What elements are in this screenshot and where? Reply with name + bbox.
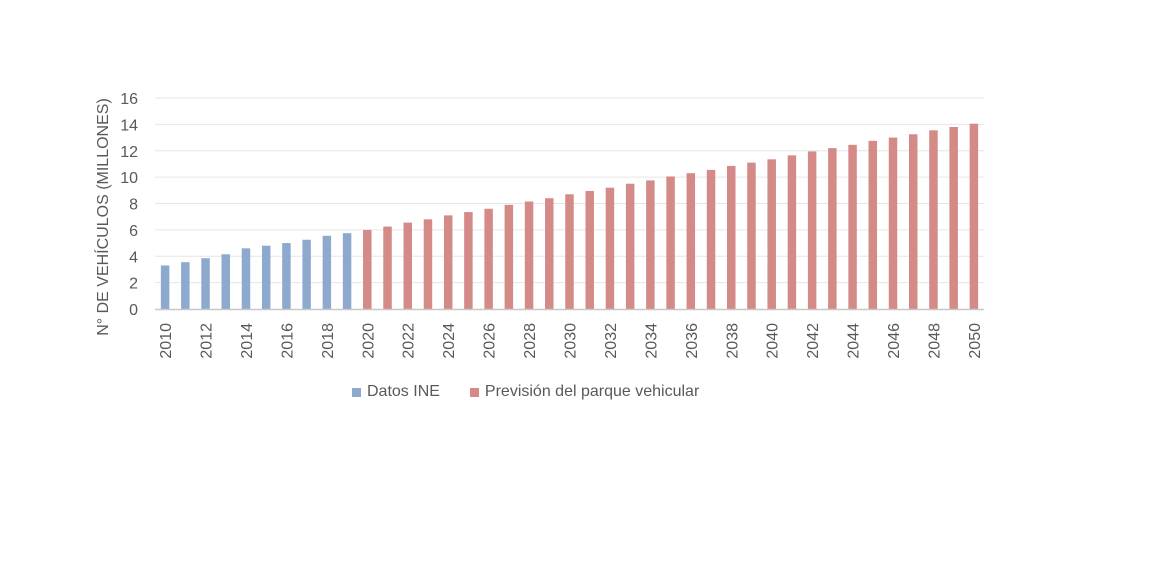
bar-2030	[565, 194, 574, 309]
bar-2033	[625, 183, 635, 309]
y-tick-label: 4	[129, 249, 138, 266]
x-tick-label: 2048	[926, 323, 943, 359]
bar-2043	[828, 148, 837, 309]
x-tick-label: 2012	[199, 323, 216, 359]
bar-2035	[666, 176, 675, 309]
y-tick-label: 6	[129, 223, 138, 240]
legend: Datos INE Previsión del parque vehicular	[352, 383, 729, 401]
x-tick-label: 2038	[724, 323, 741, 359]
bars	[160, 123, 979, 309]
y-tick-label: 16	[120, 91, 138, 108]
bar-2015	[261, 245, 271, 309]
bar-2048	[929, 130, 938, 309]
bar-2028	[524, 201, 534, 309]
y-tick-label: 0	[129, 302, 138, 319]
bar-2029	[545, 198, 554, 309]
x-tick-label: 2050	[967, 323, 984, 359]
y-axis-title: N° DE VEHÍCULOS (MILLONES)	[93, 98, 112, 336]
x-tick-label: 2042	[805, 323, 822, 359]
legend-swatch-prevision	[469, 387, 479, 397]
x-tick-label: 2028	[522, 323, 539, 359]
bar-2031	[585, 190, 594, 309]
y-tick-label: 14	[120, 117, 138, 134]
y-tick-label: 12	[120, 144, 138, 161]
bar-2045	[868, 140, 878, 309]
bar-2020	[363, 229, 372, 309]
x-tick-label: 2034	[643, 323, 660, 359]
x-tick-label: 2014	[239, 323, 256, 359]
bar-2044	[848, 144, 857, 309]
legend-item-prevision: Previsión del parque vehicular	[469, 383, 700, 401]
y-tick-label: 10	[120, 170, 138, 187]
bar-2026	[484, 208, 493, 309]
bar-2018	[322, 235, 332, 309]
bar-2014	[241, 248, 251, 309]
x-tick-label: 2044	[846, 323, 863, 359]
bar-2041	[787, 155, 797, 309]
bar-2040	[767, 159, 776, 309]
bar-2036	[686, 173, 696, 309]
bar-2010	[160, 265, 170, 309]
bar-2047	[908, 134, 918, 309]
bar-2032	[605, 187, 615, 309]
bar-2042	[807, 151, 817, 309]
x-tick-label: 2022	[401, 323, 418, 359]
bar-2013	[221, 254, 231, 309]
x-tick-label: 2016	[279, 323, 296, 359]
y-tick-label: 2	[129, 276, 138, 293]
bar-2039	[747, 162, 756, 309]
x-tick-label: 2018	[320, 323, 337, 359]
bar-2050	[969, 123, 979, 309]
x-tick-label: 2040	[765, 323, 782, 359]
y-tick-label: 8	[129, 197, 138, 214]
bar-2025	[464, 212, 473, 309]
bar-2017	[302, 239, 311, 309]
bar-2037	[706, 169, 716, 309]
bar-2012	[201, 258, 210, 309]
x-tick-label: 2026	[482, 323, 499, 359]
bar-2046	[888, 137, 898, 309]
legend-label-prevision: Previsión del parque vehicular	[484, 383, 700, 400]
legend-label-datos-ine: Datos INE	[367, 383, 440, 400]
bar-2023	[423, 219, 433, 309]
x-tick-label: 2032	[603, 323, 620, 359]
legend-swatch-datos-ine	[352, 387, 361, 397]
bar-2034	[646, 180, 655, 309]
bar-2019	[342, 233, 352, 309]
bar-2024	[443, 215, 453, 309]
bar-2049	[949, 127, 958, 309]
bar-2021	[383, 226, 392, 309]
bar-2038	[727, 165, 736, 309]
x-tick-label: 2046	[886, 323, 903, 359]
x-tick-label: 2030	[563, 323, 580, 359]
bar-2027	[504, 204, 514, 309]
x-tick-label: 2024	[441, 323, 458, 359]
bar-2011	[181, 262, 190, 309]
x-tick-label: 2036	[684, 323, 701, 359]
axes: 0 2 4 6 8 10 12 14 16 2010 2012 2014 2016 2018 2020 202…	[120, 91, 984, 359]
bar-2016	[282, 243, 291, 309]
x-tick-label: 2020	[360, 323, 377, 359]
x-tick-label: 2010	[158, 323, 175, 359]
bar-2022	[403, 222, 412, 309]
legend-item-datos-ine: Datos INE	[352, 383, 440, 401]
